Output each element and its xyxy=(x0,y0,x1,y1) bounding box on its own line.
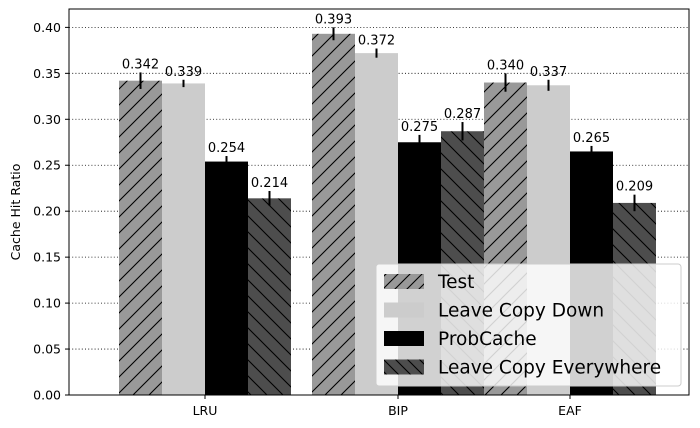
y-axis-label: Cache Hit Ratio xyxy=(8,164,23,261)
data-label: 0.265 xyxy=(573,131,610,146)
y-tick-label: 0.05 xyxy=(33,342,61,357)
data-label: 0.393 xyxy=(315,12,352,27)
y-tick-label: 0.15 xyxy=(33,250,61,265)
x-axis: LRU BIP EAF xyxy=(193,395,582,418)
y-tick-label: 0.10 xyxy=(33,296,61,311)
error-bars xyxy=(139,27,636,212)
data-label: 0.337 xyxy=(530,65,567,80)
data-labels: 0.342 0.339 0.254 0.214 0.393 0.372 0.275 0.287… xyxy=(122,12,653,194)
x-tick-label: LRU xyxy=(193,403,218,418)
data-label: 0.340 xyxy=(487,58,524,73)
y-tick-label: 0.00 xyxy=(33,388,61,403)
data-label: 0.339 xyxy=(165,65,202,80)
data-label: 0.275 xyxy=(401,120,438,135)
legend-label: Leave Copy Down xyxy=(438,301,604,322)
y-tick-label: 0.25 xyxy=(33,158,61,173)
y-axis: 0.00 0.05 0.10 0.15 0.20 0.25 0.30 0.35 0.40 xyxy=(33,20,69,403)
x-tick-label: BIP xyxy=(388,403,408,418)
plot-frame xyxy=(68,8,690,396)
data-label: 0.214 xyxy=(251,176,288,191)
bar xyxy=(312,33,355,396)
legend-swatch xyxy=(384,359,424,375)
bar xyxy=(205,161,248,395)
data-label: 0.372 xyxy=(358,34,395,49)
legend-label: Leave Copy Everywhere xyxy=(438,358,661,379)
data-label: 0.287 xyxy=(444,107,481,122)
legend-swatch xyxy=(384,302,424,318)
y-tick-label: 0.40 xyxy=(33,20,61,35)
bar xyxy=(248,198,291,395)
data-label: 0.254 xyxy=(208,141,245,156)
legend-label: ProbCache xyxy=(438,329,537,350)
x-tick-label: EAF xyxy=(558,403,582,418)
data-label: 0.342 xyxy=(122,57,159,72)
legend-swatch xyxy=(384,331,424,346)
bar xyxy=(162,83,205,395)
y-tick-label: 0.35 xyxy=(33,66,61,81)
legend-swatch xyxy=(384,274,424,289)
legend-box xyxy=(375,263,682,387)
bar xyxy=(119,80,162,395)
y-tick-label: 0.20 xyxy=(33,204,61,219)
y-tick-label: 0.30 xyxy=(33,112,61,127)
data-label: 0.209 xyxy=(616,180,653,195)
legend-label: Test xyxy=(437,272,474,293)
legend: Test Leave Copy Down ProbCache Leave Copy E… xyxy=(375,263,682,387)
